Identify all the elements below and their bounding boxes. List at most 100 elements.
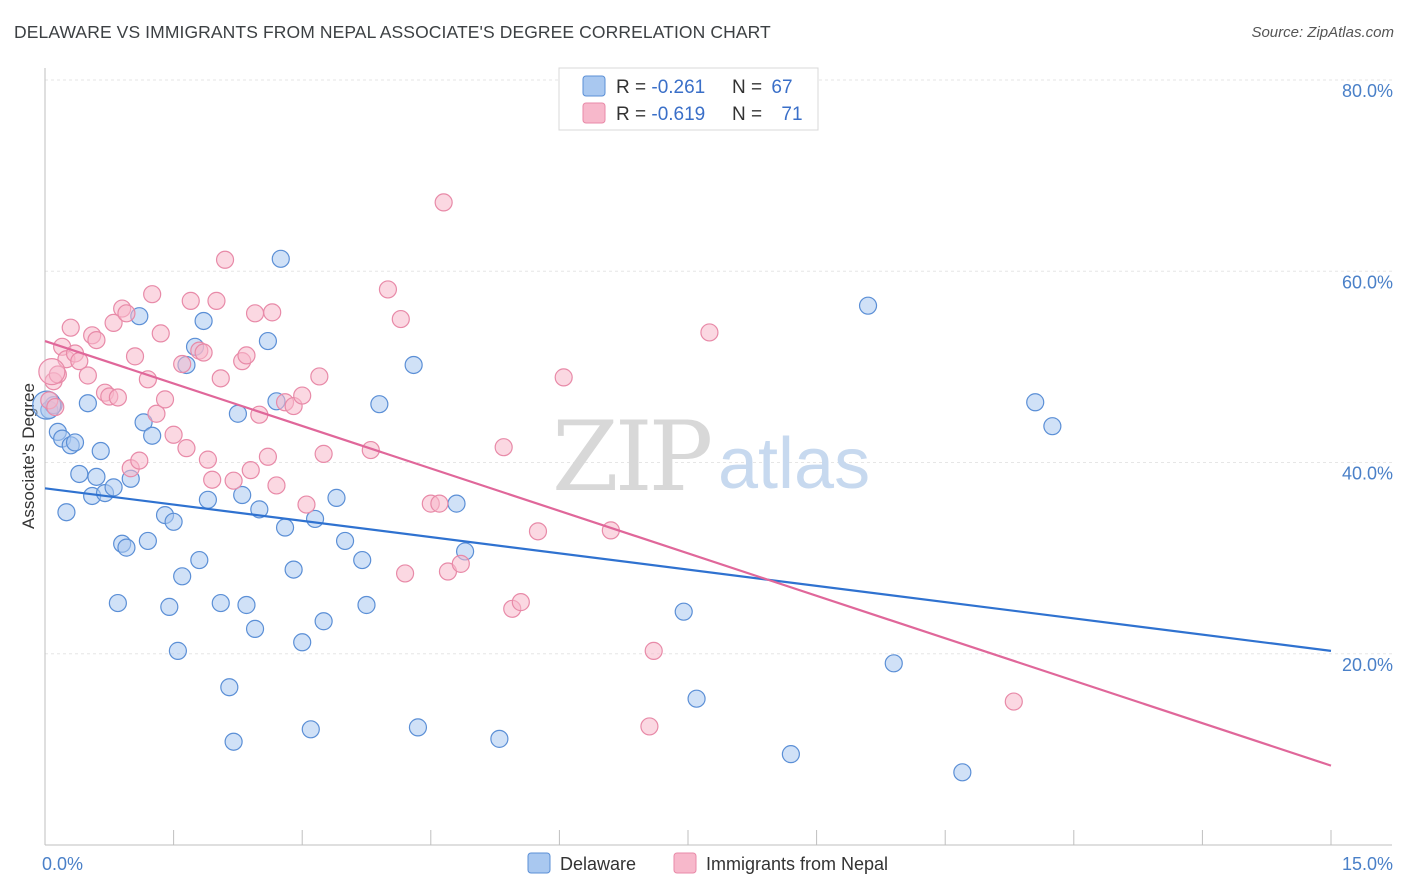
nepal-point-15 <box>117 304 136 323</box>
nepal-point-24 <box>164 425 183 444</box>
delaware-point-50 <box>335 531 355 551</box>
watermark-atlas: atlas <box>718 424 870 504</box>
y-axis-title: Associate's Degree <box>19 383 38 529</box>
delaware-point-40 <box>258 331 278 351</box>
delaware-point-58 <box>490 729 509 748</box>
delaware-point-53 <box>370 395 389 414</box>
delaware-point-62 <box>858 296 878 315</box>
nepal-point-59 <box>494 438 513 457</box>
series-legend-swatch-nepal <box>673 852 697 874</box>
svg-text:R = -0.619: R = -0.619 <box>616 104 705 125</box>
delaware-point-65 <box>1026 393 1045 412</box>
nepal-point-32 <box>207 291 226 310</box>
series-legend-label-delaware: Delaware <box>560 854 636 874</box>
legend-n-value-delaware: 67 <box>771 77 792 98</box>
nepal-point-53 <box>395 564 415 583</box>
series-delaware-points <box>32 249 1062 782</box>
nepal-point-56 <box>434 193 453 212</box>
legend-r-value-nepal: -0.619 <box>651 104 705 125</box>
delaware-point-63 <box>884 654 903 673</box>
nepal-point-66 <box>644 641 663 660</box>
nepal-point-41 <box>258 447 278 466</box>
delaware-point-51 <box>353 550 372 570</box>
x-tick-label-max: 15.0% <box>1342 854 1393 874</box>
nepal-point-4 <box>61 318 80 337</box>
delaware-point-38 <box>245 619 265 638</box>
delaware-point-61 <box>781 745 800 764</box>
delaware-point-43 <box>275 518 295 537</box>
nepal-point-7 <box>78 366 97 385</box>
nepal-point-35 <box>224 471 243 490</box>
delaware-point-25 <box>168 641 187 660</box>
delaware-point-30 <box>194 311 213 331</box>
delaware-point-36 <box>233 485 252 505</box>
nepal-point-12 <box>104 313 123 332</box>
delaware-point-39 <box>250 500 269 519</box>
correlation-legend: R = -0.261 N = 67 R = -0.619 N = 71 <box>558 67 819 131</box>
nepal-point-58 <box>451 554 470 573</box>
delaware-point-16 <box>117 538 136 557</box>
nepal-point-23 <box>155 390 175 409</box>
nepal-point-27 <box>181 291 200 310</box>
delaware-point-42 <box>271 249 290 268</box>
delaware-point-34 <box>224 732 243 751</box>
nepal-point-9 <box>87 331 106 350</box>
series-legend-label-nepal: Immigrants from Nepal <box>706 854 888 874</box>
y-tick-label-3: 80.0% <box>1342 81 1393 101</box>
nepal-point-55 <box>430 494 449 513</box>
nepal-point-21 <box>147 404 166 423</box>
nepal-point-19 <box>138 370 157 389</box>
nepal-point-61 <box>511 593 530 612</box>
legend-r-label-nepal: R = <box>616 104 651 125</box>
nepal-point-22 <box>151 324 170 343</box>
x-tick-labels: 0.0% 15.0% <box>42 854 1393 874</box>
delaware-point-52 <box>357 595 376 615</box>
y-tick-labels: 20.0% 40.0% 60.0% 80.0% <box>1342 81 1393 675</box>
nepal-point-50 <box>361 440 380 460</box>
delaware-point-10 <box>87 467 106 486</box>
nepal-point-49 <box>314 444 333 463</box>
nepal-point-30 <box>198 450 217 469</box>
delaware-point-31 <box>198 490 217 509</box>
delaware-point-21 <box>143 426 162 445</box>
nepal-point-25 <box>173 354 192 374</box>
legend-n-value-nepal: 71 <box>781 104 802 125</box>
chart-title: DELAWARE VS IMMIGRANTS FROM NEPAL ASSOCI… <box>14 22 771 42</box>
legend-swatch-nepal <box>582 102 606 124</box>
delaware-point-29 <box>190 550 209 570</box>
nepal-point-62 <box>528 522 548 541</box>
delaware-trend-line <box>44 487 1332 652</box>
nepal-point-38 <box>241 461 260 480</box>
delaware-point-48 <box>314 612 333 631</box>
delaware-point-32 <box>211 593 230 613</box>
series-legend-swatch-delaware <box>527 852 551 874</box>
nepal-point-39 <box>245 304 265 323</box>
delaware-point-6 <box>65 433 85 452</box>
nepal-point-46 <box>293 386 312 405</box>
nepal-point-13 <box>108 388 127 407</box>
watermark: ZIP atlas <box>552 401 870 513</box>
nepal-point-18 <box>130 451 149 470</box>
y-tick-label-1: 40.0% <box>1342 464 1393 484</box>
nepal-point-43 <box>267 476 286 495</box>
legend-swatch-delaware <box>582 75 606 97</box>
nepal-cluster-point <box>38 358 66 386</box>
nepal-point-65 <box>640 717 659 736</box>
delaware-point-49 <box>327 488 346 507</box>
legend-r-label-delaware: R = <box>616 77 651 98</box>
delaware-point-37 <box>237 595 256 615</box>
delaware-point-55 <box>408 718 428 737</box>
delaware-point-20 <box>138 531 157 551</box>
legend-r-value-delaware: -0.261 <box>651 77 705 98</box>
trend-lines <box>44 340 1332 767</box>
nepal-point-63 <box>554 368 573 387</box>
delaware-point-45 <box>293 633 312 652</box>
nepal-point-29 <box>194 343 213 362</box>
x-tick-label-min: 0.0% <box>42 854 83 874</box>
nepal-point-37 <box>237 346 256 365</box>
y-tick-label-2: 60.0% <box>1342 272 1393 292</box>
delaware-point-59 <box>674 602 693 621</box>
nepal-point-33 <box>211 369 230 388</box>
series-legend: Delaware Immigrants from Nepal <box>527 852 888 874</box>
